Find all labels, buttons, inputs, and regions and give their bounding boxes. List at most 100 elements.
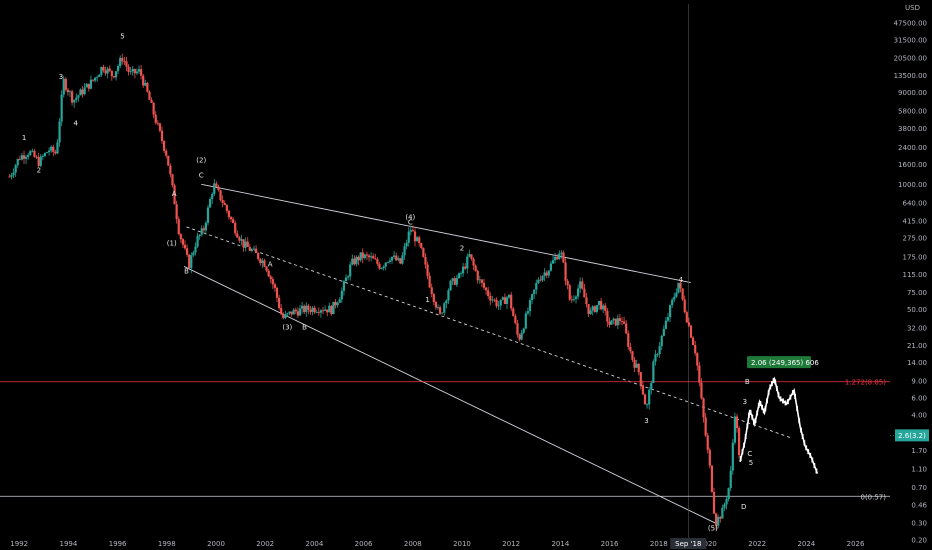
- candle-body: [196, 236, 199, 247]
- candle-body: [614, 318, 617, 326]
- candle-body: [200, 228, 203, 235]
- measure-badge[interactable]: [747, 356, 812, 369]
- projection-candle: [801, 433, 804, 439]
- wave-label: (4): [405, 214, 415, 222]
- candle-body: [309, 309, 312, 312]
- candle-body: [204, 222, 208, 231]
- candle-body: [221, 200, 224, 203]
- candle-body: [581, 281, 584, 289]
- currency-label: USD: [905, 4, 920, 12]
- projection-candle: [809, 452, 812, 458]
- trendline[interactable]: [201, 183, 691, 284]
- x-tick-label: 2016: [601, 540, 619, 548]
- wave-label: C: [747, 450, 752, 458]
- candle-body: [407, 231, 410, 243]
- candle-body: [300, 305, 304, 309]
- candle-body: [574, 296, 578, 299]
- candle-body: [721, 507, 724, 519]
- candle-body: [576, 288, 580, 297]
- trendline[interactable]: [183, 266, 716, 524]
- candle-body: [125, 61, 128, 67]
- candle-body: [206, 207, 210, 223]
- candle-body: [144, 82, 147, 86]
- candle-body: [94, 77, 97, 81]
- candle-body: [248, 246, 251, 251]
- x-tick-label: 2014: [551, 540, 569, 548]
- candle-body: [346, 276, 350, 278]
- candle-body: [326, 309, 329, 313]
- candle-body: [73, 99, 76, 103]
- candle-body: [81, 89, 84, 95]
- candle-body: [432, 293, 435, 303]
- candle-body: [618, 318, 622, 322]
- x-tick-label: 2024: [797, 540, 815, 548]
- candle-body: [129, 71, 132, 73]
- candle-body: [330, 305, 333, 315]
- candle-body: [14, 165, 17, 173]
- candle-body: [121, 57, 124, 62]
- projection-candle: [746, 423, 749, 429]
- candle-body: [323, 309, 327, 311]
- y-tick-label: 415.00: [903, 218, 928, 226]
- candle-body: [27, 154, 30, 157]
- y-tick-label: 0.46: [911, 502, 927, 510]
- date-badge[interactable]: [670, 538, 707, 549]
- horizontal-lines[interactable]: 1.272(8.85) 0(0.57): [0, 379, 890, 502]
- candle-body: [85, 83, 88, 88]
- candle-body: [447, 290, 450, 301]
- y-tick-label: 6.00: [911, 394, 927, 402]
- x-axis[interactable]: 1992 1994 1996 1998 2000 2002 2004 2006 2008 2010…: [10, 538, 865, 549]
- candle-body: [376, 259, 379, 264]
- wave-label: 3: [59, 73, 63, 81]
- candle-body: [338, 299, 341, 303]
- candle-body: [415, 237, 419, 242]
- candle-body: [29, 151, 32, 155]
- projection-candle: [815, 468, 818, 474]
- candle-body: [110, 70, 113, 77]
- candles: [8, 53, 741, 530]
- candle-body: [288, 311, 291, 314]
- candle-body: [313, 307, 316, 313]
- candle-body: [10, 175, 13, 177]
- candle-body: [660, 335, 663, 347]
- candle-body: [434, 302, 438, 308]
- projection-path[interactable]: [739, 376, 819, 474]
- candle-body: [631, 351, 634, 360]
- candle-body: [735, 416, 739, 429]
- candle-body: [123, 61, 126, 63]
- dashed-trendline[interactable]: [186, 226, 792, 439]
- candle-body: [20, 155, 24, 160]
- candle-body: [165, 150, 168, 156]
- candle-body: [547, 270, 550, 276]
- current-price-badge[interactable]: [895, 429, 929, 442]
- candle-body: [436, 307, 440, 308]
- x-tick-label: 1998: [158, 540, 176, 548]
- candle-body: [472, 258, 475, 266]
- candle-body: [645, 404, 649, 406]
- candle-body: [522, 328, 525, 333]
- projection-candle: [807, 449, 810, 455]
- candle-body: [595, 305, 599, 312]
- candle-body: [177, 219, 180, 235]
- candle-body: [530, 294, 534, 301]
- candle-body: [455, 278, 458, 285]
- y-axis[interactable]: 47500.00 31500.00 20500.00 13500.00 9000.00 5…: [890, 20, 929, 545]
- candle-body: [570, 299, 573, 301]
- candle-body: [658, 346, 661, 355]
- candle-body: [255, 248, 258, 254]
- candle-body: [606, 310, 609, 322]
- candle-body: [367, 255, 371, 258]
- trendlines[interactable]: [183, 4, 792, 540]
- candle-body: [403, 246, 406, 256]
- candle-body: [539, 279, 542, 281]
- wave-label: B: [184, 268, 189, 276]
- candle-body: [698, 365, 701, 383]
- wave-label: 2: [460, 244, 464, 252]
- candle-body: [474, 265, 477, 271]
- projection-candle: [761, 404, 763, 410]
- candle-body: [702, 398, 705, 418]
- y-tick-label: 14.00: [907, 359, 927, 367]
- candle-body: [679, 282, 682, 289]
